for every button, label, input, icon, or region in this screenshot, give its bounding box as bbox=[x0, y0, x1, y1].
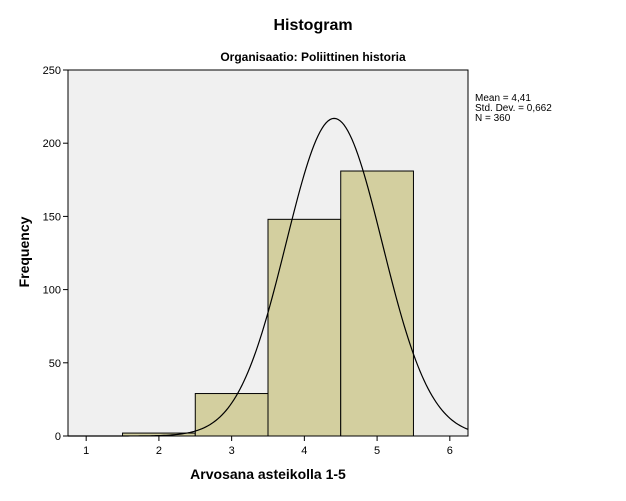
chart-subtitle: Organisaatio: Poliittinen historia bbox=[220, 50, 406, 64]
x-axis: 1 2 3 4 5 6 bbox=[83, 436, 453, 457]
histogram-bar-5 bbox=[340, 170, 414, 437]
x-tick-label-4: 4 bbox=[301, 445, 307, 457]
x-tick-label-6: 6 bbox=[447, 445, 453, 457]
y-tick-label-50: 50 bbox=[49, 358, 61, 370]
y-axis: 0 50 100 150 200 250 bbox=[43, 65, 68, 443]
histogram-bar-3 bbox=[194, 393, 269, 437]
x-tick-label-3: 3 bbox=[229, 445, 235, 457]
stats-std-dev: Std. Dev. = 0,662 bbox=[475, 103, 552, 114]
y-tick-label-200: 200 bbox=[43, 138, 61, 150]
stats-mean: Mean = 4,41 bbox=[475, 93, 531, 104]
stats-n: N = 360 bbox=[475, 113, 511, 124]
histogram-bar-4 bbox=[267, 218, 342, 437]
chart-title: Histogram bbox=[273, 17, 352, 34]
y-tick-label-100: 100 bbox=[43, 285, 61, 297]
y-axis-title: Frequency bbox=[16, 216, 32, 287]
x-tick-label-5: 5 bbox=[374, 445, 380, 457]
histogram-bars bbox=[122, 170, 414, 437]
x-tick-label-1: 1 bbox=[83, 445, 89, 457]
y-tick-label-150: 150 bbox=[43, 211, 61, 223]
x-axis-title: Arvosana asteikolla 1-5 bbox=[190, 466, 346, 482]
x-tick-label-2: 2 bbox=[156, 445, 162, 457]
normal-curve bbox=[68, 117, 469, 437]
y-tick-label-0: 0 bbox=[55, 431, 61, 443]
y-tick-label-250: 250 bbox=[43, 65, 61, 77]
stats-box: Mean = 4,41 Std. Dev. = 0,662 N = 360 bbox=[475, 93, 552, 124]
